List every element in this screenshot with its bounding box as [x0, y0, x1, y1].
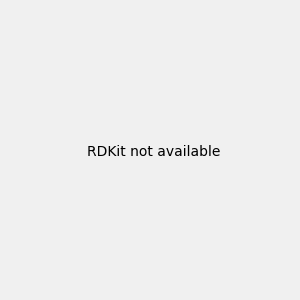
Text: RDKit not available: RDKit not available: [87, 145, 220, 158]
